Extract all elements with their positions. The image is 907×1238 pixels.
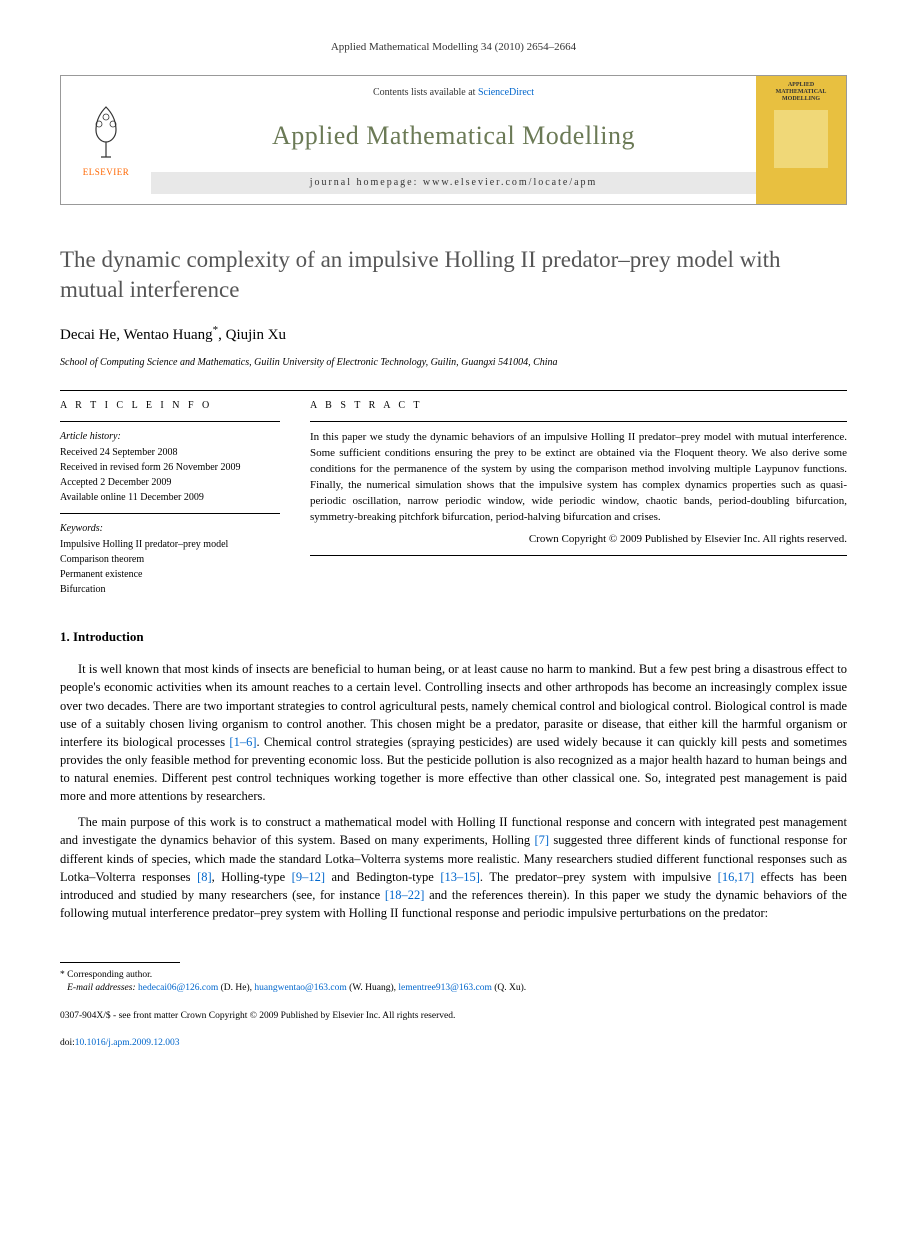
doi-link[interactable]: 10.1016/j.apm.2009.12.003 <box>75 1038 180 1048</box>
footnote-rule <box>60 962 180 963</box>
doi-line: doi:10.1016/j.apm.2009.12.003 <box>60 1037 847 1050</box>
info-divider-2 <box>60 513 280 514</box>
homepage-prefix: journal homepage: <box>310 177 423 188</box>
authors-line: Decai He, Wentao Huang*, Qiujin Xu <box>60 323 847 346</box>
email-1-who: (D. He), <box>218 983 254 993</box>
author-2: Wentao Huang <box>123 327 212 343</box>
email-2-who: (W. Huang), <box>347 983 399 993</box>
email-3-who: (Q. Xu). <box>492 983 526 993</box>
issn-copyright-line: 0307-904X/$ - see front matter Crown Cop… <box>60 1010 847 1023</box>
ref-8-link[interactable]: [8] <box>197 870 212 884</box>
accepted-line: Accepted 2 December 2009 <box>60 476 280 490</box>
ref-1-6-link[interactable]: [1–6] <box>229 735 256 749</box>
abstract-heading: A B S T R A C T <box>310 399 847 413</box>
email-2-link[interactable]: huangwentao@163.com <box>254 983 346 993</box>
doi-label: doi: <box>60 1038 75 1048</box>
abstract-block: A B S T R A C T In this paper we study t… <box>310 399 847 598</box>
abstract-copyright: Crown Copyright © 2009 Published by Else… <box>310 532 847 547</box>
info-divider-1 <box>60 421 280 422</box>
intro-paragraph-1: It is well known that most kinds of inse… <box>60 660 847 805</box>
journal-banner: ELSEVIER Contents lists available at Sci… <box>60 75 847 205</box>
ref-13-15-link[interactable]: [13–15] <box>440 870 480 884</box>
homepage-url: www.elsevier.com/locate/apm <box>423 177 597 188</box>
elsevier-label: ELSEVIER <box>83 166 130 179</box>
author-3: Qiujin Xu <box>226 327 286 343</box>
author-1: Decai He <box>60 327 116 343</box>
email-3-link[interactable]: lementree913@163.com <box>398 983 491 993</box>
abstract-text: In this paper we study the dynamic behav… <box>310 430 847 526</box>
keyword-3: Permanent existence <box>60 568 280 582</box>
contents-prefix: Contents lists available at <box>373 87 478 98</box>
journal-homepage-line: journal homepage: www.elsevier.com/locat… <box>151 172 756 194</box>
corresponding-author-footnote: * Corresponding author. <box>60 969 847 982</box>
abstract-divider-bottom <box>310 555 847 556</box>
corresponding-marker: * <box>213 324 219 336</box>
article-info-block: A R T I C L E I N F O Article history: R… <box>60 399 280 598</box>
intro-paragraph-2: The main purpose of this work is to cons… <box>60 813 847 922</box>
abstract-divider <box>310 421 847 422</box>
p2-part-e: . The predator–prey system with impulsiv… <box>480 870 718 884</box>
keyword-4: Bifurcation <box>60 583 280 597</box>
ref-9-12-link[interactable]: [9–12] <box>292 870 325 884</box>
journal-name: Applied Mathematical Modelling <box>151 118 756 154</box>
email-footnote: E-mail addresses: hedecai06@126.com (D. … <box>60 982 847 995</box>
online-line: Available online 11 December 2009 <box>60 491 280 505</box>
ref-16-17-link[interactable]: [16,17] <box>718 870 754 884</box>
keyword-1: Impulsive Holling II predator–prey model <box>60 538 280 552</box>
p2-part-d: and Bedington-type <box>325 870 440 884</box>
revised-line: Received in revised form 26 November 200… <box>60 461 280 475</box>
info-abstract-row: A R T I C L E I N F O Article history: R… <box>60 399 847 598</box>
divider-top <box>60 390 847 391</box>
journal-reference: Applied Mathematical Modelling 34 (2010)… <box>60 40 847 55</box>
article-history-label: Article history: <box>60 430 280 444</box>
keyword-2: Comparison theorem <box>60 553 280 567</box>
ref-7-link[interactable]: [7] <box>534 833 549 847</box>
received-line: Received 24 September 2008 <box>60 446 280 460</box>
affiliation: School of Computing Science and Mathemat… <box>60 356 847 370</box>
p2-part-c: , Holling-type <box>212 870 292 884</box>
ref-18-22-link[interactable]: [18–22] <box>385 888 425 902</box>
cover-inner-box <box>774 110 829 168</box>
section-1-heading: 1. Introduction <box>60 628 847 646</box>
email-label: E-mail addresses: <box>67 983 138 993</box>
cover-thumb-title: APPLIED MATHEMATICAL MODELLING <box>762 82 840 102</box>
article-info-heading: A R T I C L E I N F O <box>60 399 280 413</box>
article-title: The dynamic complexity of an impulsive H… <box>60 245 847 305</box>
email-1-link[interactable]: hedecai06@126.com <box>138 983 218 993</box>
contents-available-line: Contents lists available at ScienceDirec… <box>151 86 756 100</box>
elsevier-tree-icon <box>81 102 131 162</box>
banner-center: Contents lists available at ScienceDirec… <box>151 76 756 204</box>
journal-cover-thumbnail: APPLIED MATHEMATICAL MODELLING <box>756 76 846 204</box>
keywords-label: Keywords: <box>60 522 280 536</box>
sciencedirect-link[interactable]: ScienceDirect <box>478 87 534 98</box>
elsevier-logo: ELSEVIER <box>61 76 151 204</box>
